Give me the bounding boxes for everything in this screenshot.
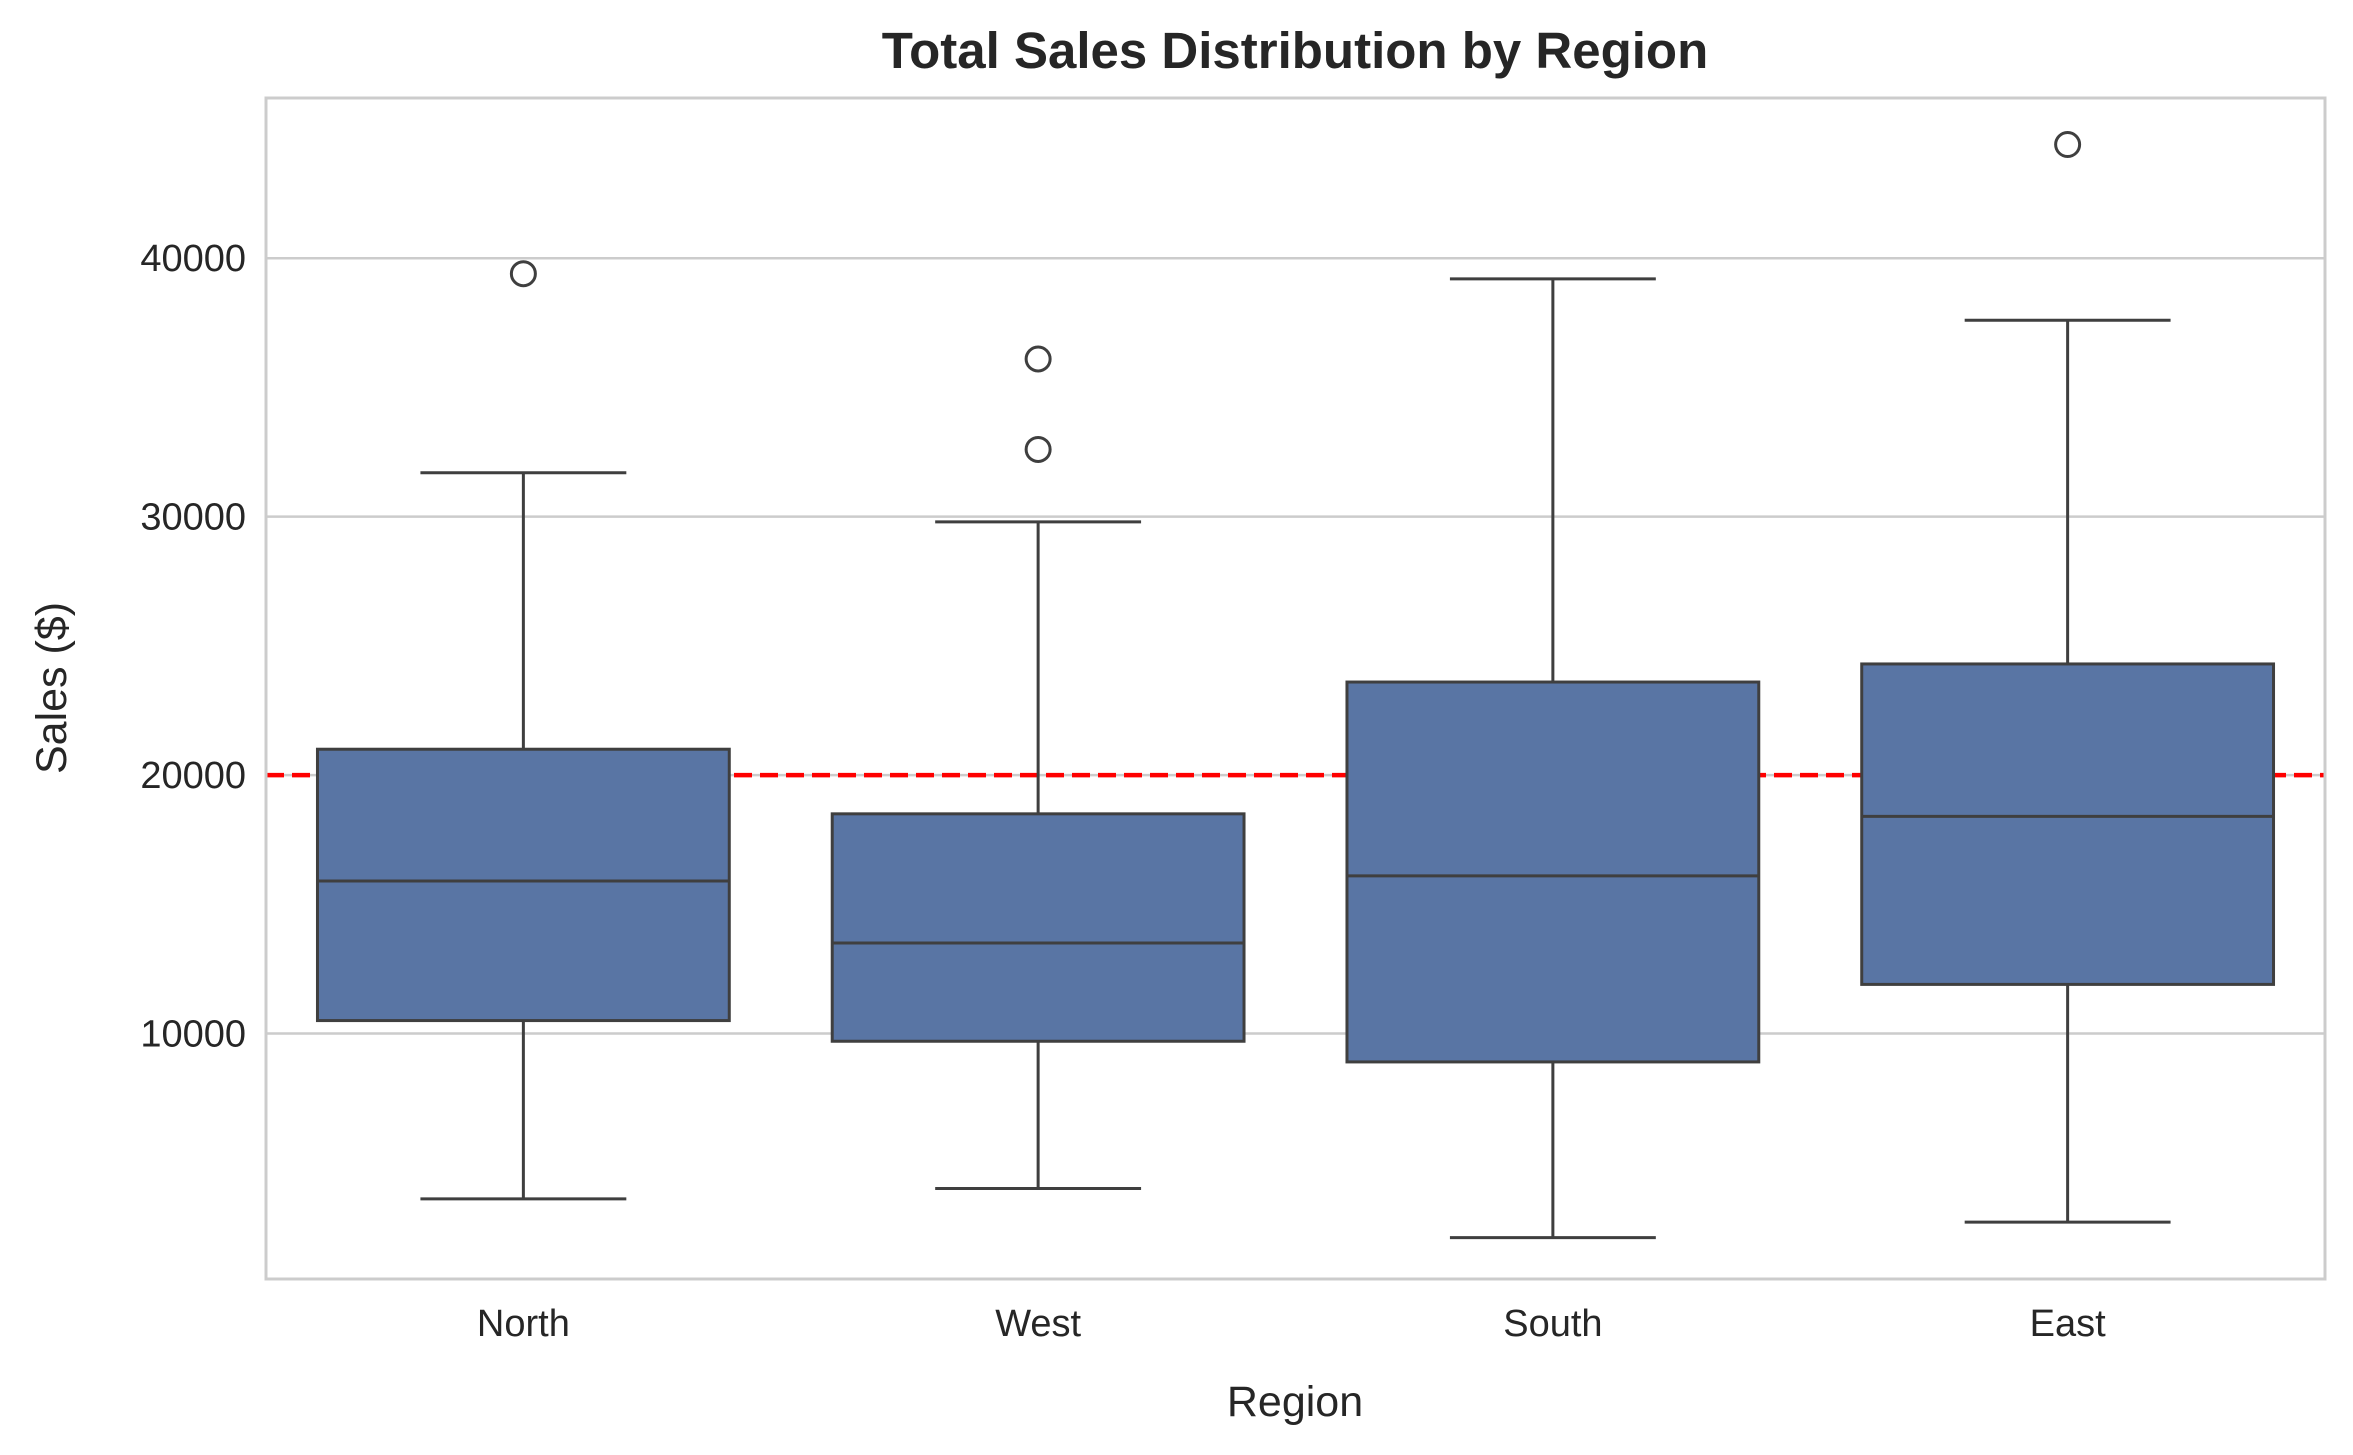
- y-tick-label-20000: 20000: [140, 755, 246, 797]
- box-group-south: [1345, 277, 1761, 1240]
- box-group-north: [315, 260, 731, 1201]
- box-north: [315, 747, 731, 1023]
- box-group-east: [1860, 131, 2276, 1224]
- x-axis-label: Region: [1227, 1378, 1363, 1426]
- outlier-west-2: [1024, 345, 1052, 373]
- boxes: [315, 131, 2276, 1240]
- plot-frame: [264, 96, 2327, 1281]
- x-tick-labels: North West South East: [477, 1303, 2106, 1345]
- box-group-west: [830, 345, 1246, 1191]
- outlier-west-1: [1024, 435, 1052, 463]
- chart-title: Total Sales Distribution by Region: [882, 22, 1708, 79]
- outlier-north-1: [509, 260, 537, 288]
- y-tick-label-40000: 40000: [140, 238, 246, 280]
- x-tick-label-north: North: [477, 1303, 570, 1345]
- y-tick-label-10000: 10000: [140, 1013, 246, 1055]
- y-tick-labels: 10000 20000 30000 40000: [140, 238, 246, 1055]
- y-tick-label-30000: 30000: [140, 497, 246, 539]
- box-west: [830, 812, 1246, 1043]
- outlier-east-1: [2054, 131, 2082, 159]
- box-east: [1860, 662, 2276, 986]
- x-tick-label-east: East: [2030, 1303, 2106, 1345]
- y-axis-label: Sales ($): [28, 602, 76, 774]
- box-south: [1345, 680, 1761, 1064]
- x-tick-label-west: West: [995, 1303, 1081, 1345]
- x-tick-label-south: South: [1503, 1303, 1602, 1345]
